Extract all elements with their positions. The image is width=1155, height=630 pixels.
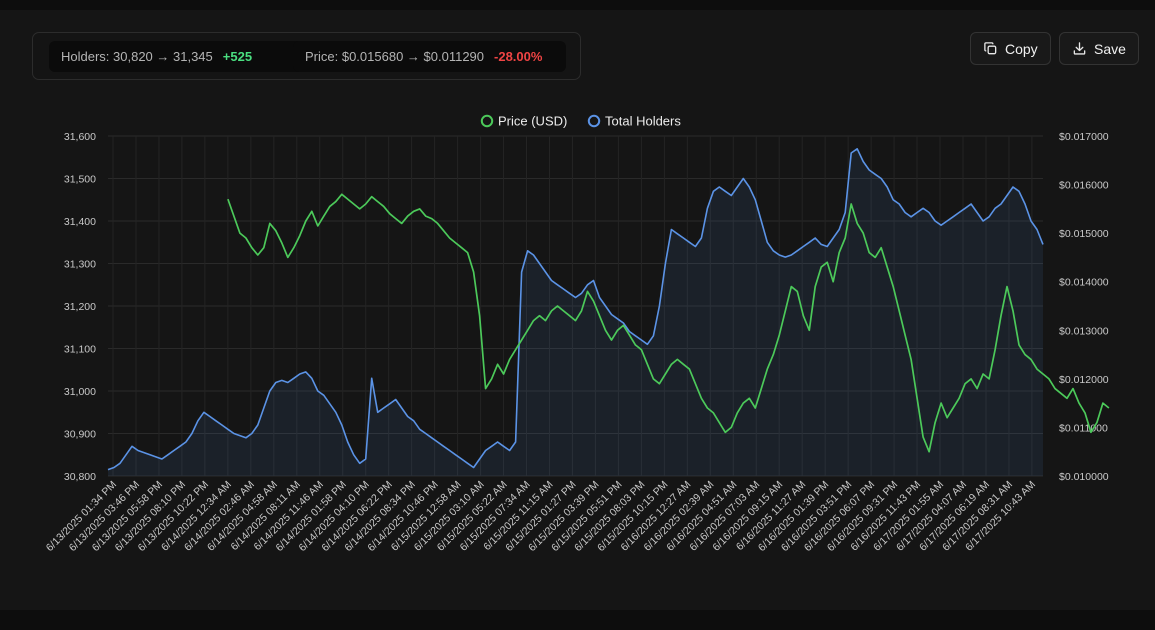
left-axis-tick: 31,300 [64,259,96,271]
holders-stat: Holders: 30,820 → 31,345 +525 [49,41,303,72]
holders-label: Holders: 30,820 → 31,345 [61,49,213,64]
price-label: Price: $0.015680 → $0.011290 [305,49,485,64]
copy-icon [984,42,997,55]
left-axis-tick: 31,500 [64,174,96,186]
legend-price-marker [480,114,494,128]
left-axis-tick: 31,000 [64,386,96,398]
legend-price-label: Price (USD) [498,114,567,129]
copy-label: Copy [1005,40,1038,57]
right-axis-tick: $0.014000 [1059,277,1109,289]
price-line [227,193,1110,453]
right-axis-tick: $0.010000 [1059,471,1109,483]
stats-box: Holders: 30,820 → 31,345 +525 Price: $0.… [32,32,581,80]
right-axis-tick: $0.011000 [1059,422,1108,434]
left-axis-tick: 30,900 [64,429,96,441]
right-axis-tick: $0.016000 [1059,180,1109,192]
copy-button[interactable]: Copy [970,32,1051,65]
right-axis-tick: $0.017000 [1059,131,1109,143]
left-axis-tick: 31,200 [64,301,96,313]
price-delta: -28.00% [494,49,543,64]
left-axis-tick: 31,400 [64,216,96,228]
left-axis-tick: 30,800 [64,471,96,483]
left-axis-tick: 31,600 [64,131,96,143]
left-axis-tick: 31,100 [64,344,96,356]
legend-holders-label: Total Holders [605,114,681,129]
right-axis-tick: $0.013000 [1059,325,1109,337]
price-stat: Price: $0.015680 → $0.011290 -28.00% [293,41,566,72]
legend-holders-marker [587,114,601,128]
download-icon [1073,42,1086,55]
right-axis-tick: $0.015000 [1059,228,1109,240]
save-label: Save [1094,40,1126,57]
save-button[interactable]: Save [1059,32,1139,65]
holders-line [107,148,1044,471]
holders-area [108,148,1043,477]
right-axis-tick: $0.012000 [1059,374,1109,386]
holders-delta: +525 [222,49,253,64]
